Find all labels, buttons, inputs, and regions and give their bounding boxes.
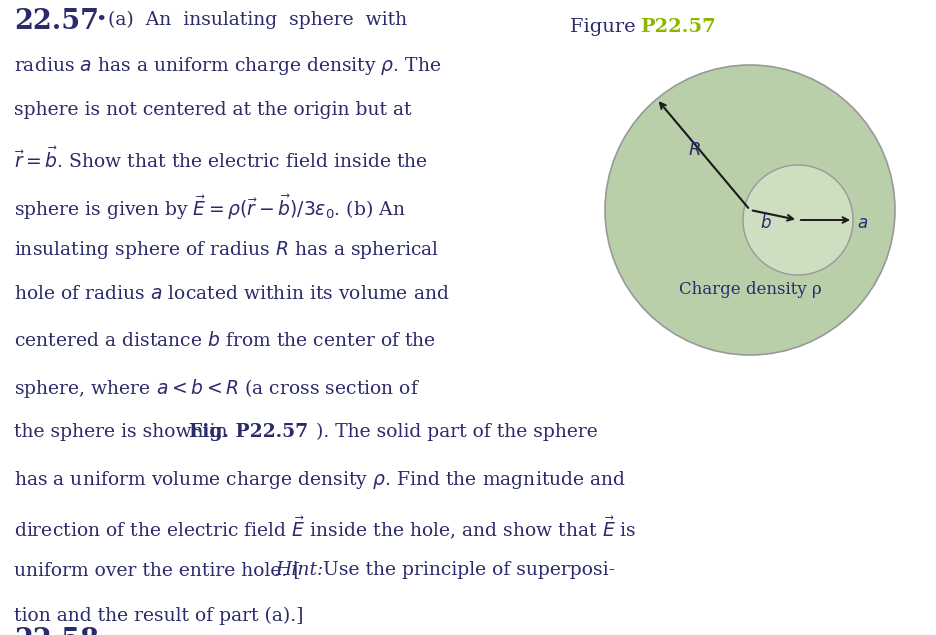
Text: Figure: Figure xyxy=(569,18,641,36)
Text: $\vec{r} = \vec{b}$. Show that the electric field inside the: $\vec{r} = \vec{b}$. Show that the elect… xyxy=(14,147,428,172)
Circle shape xyxy=(605,65,894,355)
Text: hole of radius $a$ located within its volume and: hole of radius $a$ located within its vo… xyxy=(14,285,449,303)
Text: tion and the result of part (a).]: tion and the result of part (a).] xyxy=(14,607,303,625)
Text: $R$: $R$ xyxy=(687,141,700,159)
Text: Fig. P22.57: Fig. P22.57 xyxy=(189,423,308,441)
Text: •: • xyxy=(95,11,107,29)
Text: direction of the electric field $\vec{E}$ inside the hole, and show that $\vec{E: direction of the electric field $\vec{E}… xyxy=(14,515,636,542)
Text: uniform over the entire hole. [: uniform over the entire hole. [ xyxy=(14,561,300,579)
Text: sphere, where $a < b < R$ (a cross section of: sphere, where $a < b < R$ (a cross secti… xyxy=(14,377,419,400)
Text: the sphere is shown in: the sphere is shown in xyxy=(14,423,227,441)
Text: has a uniform volume charge density $\rho$. Find the magnitude and: has a uniform volume charge density $\rh… xyxy=(14,469,625,491)
Text: Use the principle of superposi-: Use the principle of superposi- xyxy=(316,561,614,579)
Text: ). The solid part of the sphere: ). The solid part of the sphere xyxy=(315,423,597,441)
Text: 22.58: 22.58 xyxy=(14,627,99,635)
Text: insulating sphere of radius $R$ has a spherical: insulating sphere of radius $R$ has a sp… xyxy=(14,239,439,261)
Circle shape xyxy=(742,165,852,275)
Text: centered a distance $b$ from the center of the: centered a distance $b$ from the center … xyxy=(14,331,435,350)
Text: radius $a$ has a uniform charge density $\rho$. The: radius $a$ has a uniform charge density … xyxy=(14,55,441,77)
Text: Charge density ρ: Charge density ρ xyxy=(678,281,821,298)
Text: $a$: $a$ xyxy=(856,215,867,232)
Text: $b$: $b$ xyxy=(759,214,771,232)
Text: sphere is not centered at the origin but at: sphere is not centered at the origin but… xyxy=(14,101,411,119)
Text: P22.57: P22.57 xyxy=(639,18,715,36)
Text: (a)  An  insulating  sphere  with: (a) An insulating sphere with xyxy=(108,11,406,29)
Text: sphere is given by $\vec{E} = \rho(\vec{r} - \vec{b})/3\varepsilon_0$. (b) An: sphere is given by $\vec{E} = \rho(\vec{… xyxy=(14,193,405,222)
Text: Hint:: Hint: xyxy=(274,561,323,579)
Text: 22.57: 22.57 xyxy=(14,8,99,35)
